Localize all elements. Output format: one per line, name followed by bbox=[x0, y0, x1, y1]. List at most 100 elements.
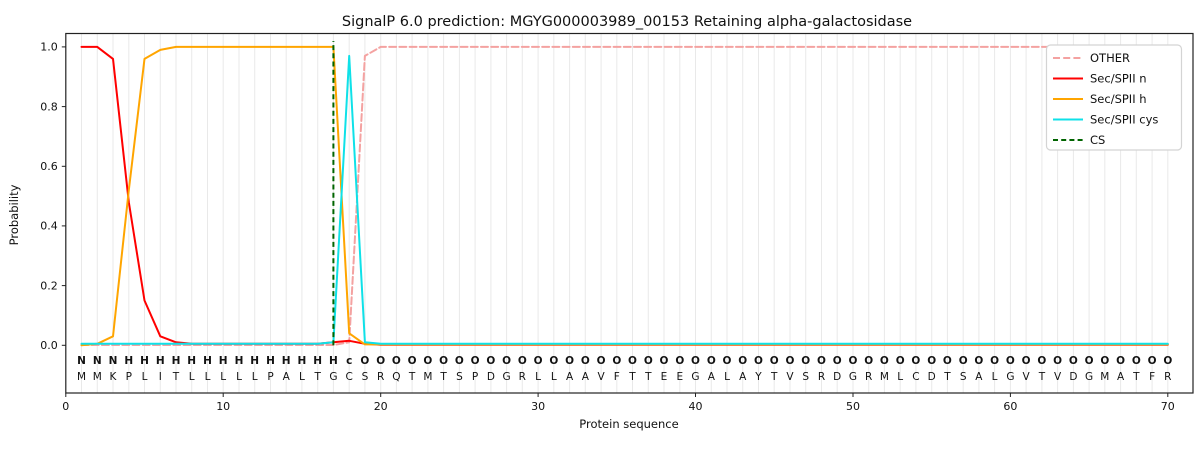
annotation-letter-32: O bbox=[565, 355, 574, 367]
axes-spines bbox=[65, 32, 1194, 394]
sequence-letter-23: M bbox=[423, 371, 432, 383]
annotation-letter-50: O bbox=[849, 355, 858, 367]
sequence-letter-27: D bbox=[487, 371, 495, 383]
annotation-letter-10: H bbox=[219, 355, 228, 367]
annotation-letter-39: O bbox=[675, 355, 684, 367]
y-axis-label: Probability bbox=[7, 184, 21, 245]
annotation-letter-63: O bbox=[1053, 355, 1062, 367]
sequence-letter-39: E bbox=[676, 371, 683, 383]
x-tick-label: 10 bbox=[216, 400, 230, 413]
annotation-letter-30: O bbox=[534, 355, 543, 367]
annotation-letter-2: N bbox=[93, 355, 102, 367]
annotation-letter-54: O bbox=[911, 355, 920, 367]
annotation-letter-69: O bbox=[1148, 355, 1157, 367]
annotation-letter-61: O bbox=[1022, 355, 1031, 367]
annotation-letter-45: O bbox=[770, 355, 779, 367]
series-sec-spii-h bbox=[80, 45, 1169, 347]
x-tick-label: 20 bbox=[374, 400, 388, 413]
annotation-letter-51: O bbox=[864, 355, 873, 367]
sequence-letter-9: L bbox=[205, 371, 211, 383]
y-tick-label: 0.0 bbox=[40, 339, 58, 352]
sequence-letter-68: T bbox=[1132, 371, 1140, 383]
annotation-letter-65: O bbox=[1085, 355, 1094, 367]
sequence-letter-4: P bbox=[126, 371, 132, 383]
annotation-letter-55: O bbox=[927, 355, 936, 367]
sequence-letter-67: A bbox=[1117, 371, 1125, 383]
annotation-letter-3: N bbox=[109, 355, 118, 367]
plot-border bbox=[65, 32, 1194, 394]
y-tick-label: 0.8 bbox=[40, 100, 58, 113]
annotation-letter-38: O bbox=[660, 355, 669, 367]
annotation-letter-15: H bbox=[298, 355, 307, 367]
chart-title: SignalP 6.0 prediction: MGYG000003989_00… bbox=[342, 14, 912, 30]
legend-label-sec-spii-n: Sec/SPII n bbox=[1090, 72, 1147, 86]
annotation-letter-58: O bbox=[974, 355, 983, 367]
annotation-letter-33: O bbox=[581, 355, 590, 367]
annotation-letter-23: O bbox=[423, 355, 432, 367]
sequence-letter-53: L bbox=[897, 371, 903, 383]
sequence-letter-35: F bbox=[614, 371, 620, 383]
annotation-letter-17: H bbox=[329, 355, 338, 367]
x-tick-label: 30 bbox=[531, 400, 545, 413]
sequence-letter-57: S bbox=[960, 371, 967, 383]
series-other bbox=[80, 45, 1169, 346]
annotation-letter-28: O bbox=[502, 355, 511, 367]
sequence-letter-59: L bbox=[992, 371, 998, 383]
annotation-letter-46: O bbox=[786, 355, 795, 367]
sequence-letter-28: G bbox=[503, 371, 511, 383]
x-tick-label: 60 bbox=[1003, 400, 1017, 413]
sequence-letter-60: G bbox=[1006, 371, 1014, 383]
annotation-letter-47: O bbox=[801, 355, 810, 367]
sequence-letter-62: T bbox=[1038, 371, 1046, 383]
annotation-letter-57: O bbox=[959, 355, 968, 367]
sequence-letter-55: D bbox=[928, 371, 936, 383]
y-tick-label: 1.0 bbox=[40, 41, 58, 54]
gridlines bbox=[81, 33, 1169, 393]
annotation-letter-31: O bbox=[549, 355, 558, 367]
y-tick-label: 0.2 bbox=[40, 279, 58, 292]
sequence-letter-21: Q bbox=[392, 371, 400, 383]
annotation-letter-29: O bbox=[518, 355, 527, 367]
annotation-letter-41: O bbox=[707, 355, 716, 367]
sequence-letter-36: T bbox=[628, 371, 636, 383]
sequence-letter-49: D bbox=[833, 371, 841, 383]
annotation-letter-11: H bbox=[235, 355, 244, 367]
sequence-letter-14: A bbox=[283, 371, 291, 383]
sequence-letter-25: S bbox=[456, 371, 463, 383]
x-tick-label: 0 bbox=[62, 400, 69, 413]
annotation-letter-70: O bbox=[1163, 355, 1172, 367]
sequence-letter-42: L bbox=[724, 371, 730, 383]
annotation-letter-1: N bbox=[77, 355, 86, 367]
annotation-letter-25: O bbox=[455, 355, 464, 367]
sequence-letter-64: D bbox=[1069, 371, 1077, 383]
x-tick-label: 50 bbox=[846, 400, 860, 413]
x-tick-label: 70 bbox=[1161, 400, 1175, 413]
legend: OTHER Sec/SPII n Sec/SPII h Sec/SPII cys CS bbox=[1045, 44, 1183, 151]
annotation-letter-4: H bbox=[124, 355, 133, 367]
annotation-letter-22: O bbox=[408, 355, 417, 367]
annotation-letter-14: H bbox=[282, 355, 291, 367]
legend-label-sec-spii-h: Sec/SPII h bbox=[1090, 92, 1147, 106]
sequence-letter-19: S bbox=[362, 371, 369, 383]
sequence-letter-18: C bbox=[346, 371, 353, 383]
sequence-letter-48: R bbox=[818, 371, 825, 383]
legend-label-cs: CS bbox=[1090, 133, 1105, 147]
series-sec-spii-n bbox=[80, 45, 1169, 346]
sequence-letter-17: G bbox=[329, 371, 337, 383]
annotation-letter-19: O bbox=[360, 355, 369, 367]
sequence-letter-45: T bbox=[770, 371, 778, 383]
annotation-letter-13: H bbox=[266, 355, 275, 367]
annotation-letter-64: O bbox=[1069, 355, 1078, 367]
sequence-letter-30: L bbox=[535, 371, 541, 383]
annotation-letter-66: O bbox=[1100, 355, 1109, 367]
sequence-letter-11: L bbox=[236, 371, 242, 383]
sequence-letter-44: Y bbox=[754, 371, 762, 383]
annotation-letter-6: H bbox=[156, 355, 165, 367]
annotation-letter-7: H bbox=[172, 355, 181, 367]
annotation-letter-49: O bbox=[833, 355, 842, 367]
annotation-letter-62: O bbox=[1037, 355, 1046, 367]
sequence-letter-16: T bbox=[313, 371, 321, 383]
probability-series bbox=[80, 45, 1169, 347]
